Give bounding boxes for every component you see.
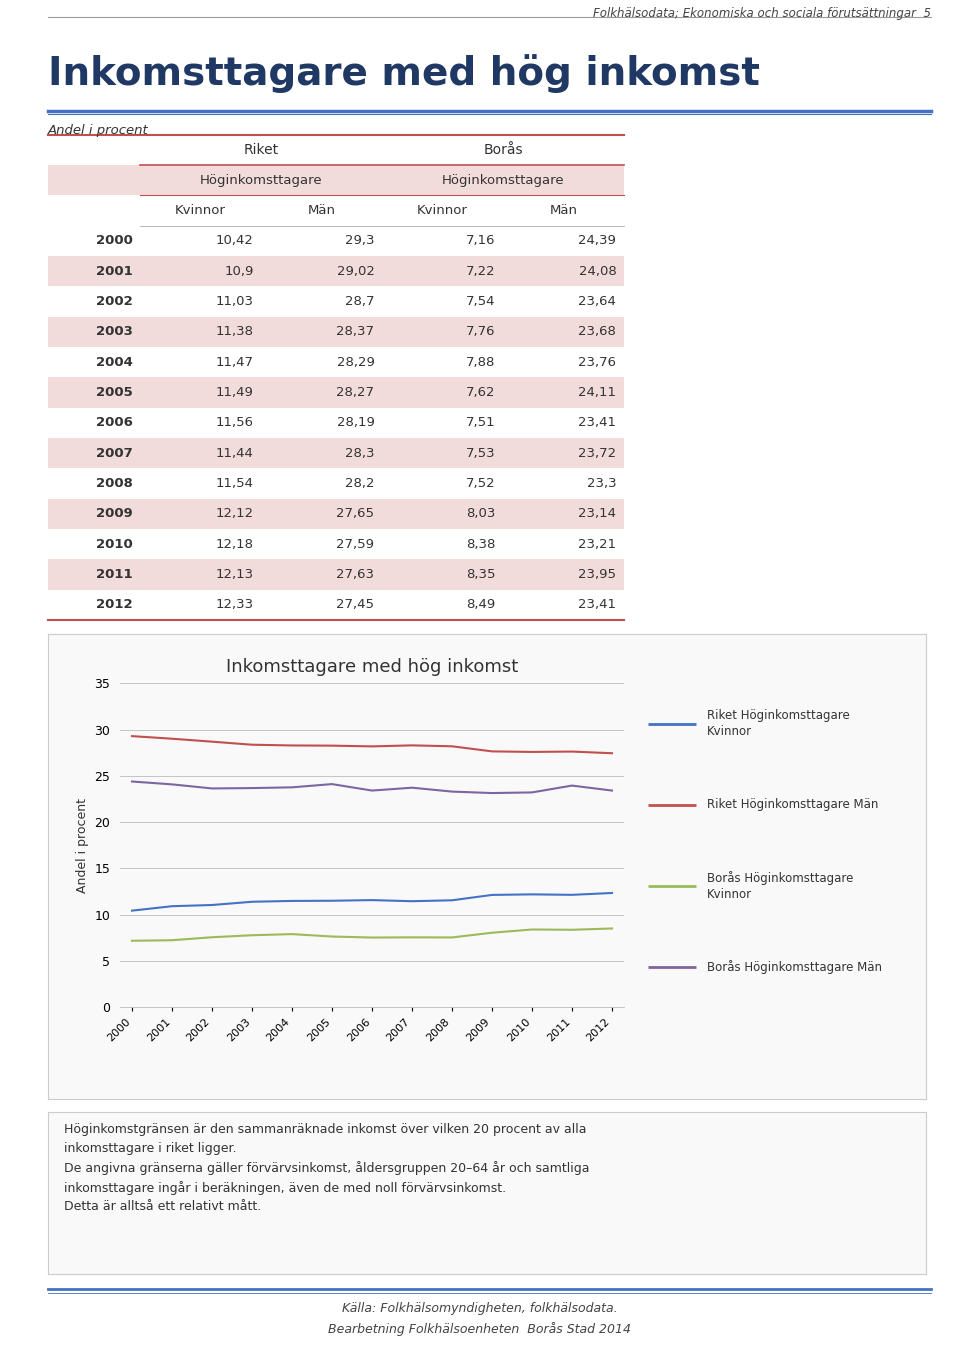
Text: 2005: 2005 — [96, 386, 132, 399]
Text: 8,49: 8,49 — [467, 599, 495, 612]
Text: 27,45: 27,45 — [336, 599, 374, 612]
Text: 28,7: 28,7 — [345, 295, 374, 309]
Text: 28,29: 28,29 — [337, 356, 374, 369]
Text: 2006: 2006 — [96, 417, 132, 430]
Text: 2004: 2004 — [96, 356, 132, 369]
Text: Borås: Borås — [483, 143, 523, 156]
Text: 7,51: 7,51 — [466, 417, 495, 430]
Text: 23,41: 23,41 — [578, 417, 616, 430]
Text: 2011: 2011 — [96, 568, 132, 581]
Text: 23,68: 23,68 — [579, 325, 616, 338]
Text: 12,13: 12,13 — [215, 568, 253, 581]
Text: Höginkomsttagare: Höginkomsttagare — [442, 174, 564, 187]
Text: 23,95: 23,95 — [578, 568, 616, 581]
Text: 2001: 2001 — [96, 264, 132, 278]
Text: Inkomsttagare med hög inkomst: Inkomsttagare med hög inkomst — [226, 658, 518, 675]
Text: 24,39: 24,39 — [579, 235, 616, 248]
Text: 28,2: 28,2 — [345, 477, 374, 491]
Text: 2002: 2002 — [96, 295, 132, 309]
Text: 7,16: 7,16 — [466, 235, 495, 248]
Text: Källa: Folkhälsomyndigheten, folkhälsodata.
Bearbetning Folkhälsoenheten  Borås : Källa: Folkhälsomyndigheten, folkhälsoda… — [328, 1302, 632, 1336]
Text: Män: Män — [549, 204, 578, 217]
Text: 7,22: 7,22 — [466, 264, 495, 278]
Text: 23,72: 23,72 — [578, 446, 616, 460]
Text: 2007: 2007 — [96, 446, 132, 460]
Text: 23,3: 23,3 — [587, 477, 616, 491]
Text: 2008: 2008 — [96, 477, 132, 491]
Text: 11,54: 11,54 — [215, 477, 253, 491]
Text: 27,65: 27,65 — [336, 507, 374, 520]
Text: 2000: 2000 — [96, 235, 132, 248]
Text: 7,52: 7,52 — [466, 477, 495, 491]
Text: 11,49: 11,49 — [216, 386, 253, 399]
Text: 7,76: 7,76 — [466, 325, 495, 338]
Text: 29,3: 29,3 — [345, 235, 374, 248]
Text: 24,08: 24,08 — [579, 264, 616, 278]
Text: 11,44: 11,44 — [216, 446, 253, 460]
Text: 12,33: 12,33 — [215, 599, 253, 612]
Text: 28,27: 28,27 — [336, 386, 374, 399]
Text: 24,11: 24,11 — [578, 386, 616, 399]
Text: Kvinnor: Kvinnor — [418, 204, 468, 217]
Text: 23,41: 23,41 — [578, 599, 616, 612]
Text: 27,63: 27,63 — [336, 568, 374, 581]
Text: 27,59: 27,59 — [336, 538, 374, 551]
Y-axis label: Andel i procent: Andel i procent — [76, 798, 89, 892]
Text: Kvinnor: Kvinnor — [176, 204, 226, 217]
Text: Borås Höginkomsttagare Män: Borås Höginkomsttagare Män — [708, 960, 882, 973]
Text: 28,37: 28,37 — [336, 325, 374, 338]
Text: 29,02: 29,02 — [337, 264, 374, 278]
Text: 28,19: 28,19 — [337, 417, 374, 430]
Text: Borås Höginkomsttagare
Kvinnor: Borås Höginkomsttagare Kvinnor — [708, 871, 853, 900]
Text: 10,9: 10,9 — [224, 264, 253, 278]
Text: 7,54: 7,54 — [466, 295, 495, 309]
Text: 11,56: 11,56 — [215, 417, 253, 430]
Text: Män: Män — [307, 204, 336, 217]
Text: Andel i procent: Andel i procent — [48, 124, 149, 137]
Text: Höginkomsttagare: Höginkomsttagare — [200, 174, 323, 187]
Text: 23,76: 23,76 — [578, 356, 616, 369]
Text: 23,21: 23,21 — [578, 538, 616, 551]
Text: 2003: 2003 — [96, 325, 132, 338]
Text: Folkhälsodata; Ekonomiska och sociala förutsättningar  5: Folkhälsodata; Ekonomiska och sociala fö… — [593, 7, 931, 20]
Text: 8,03: 8,03 — [466, 507, 495, 520]
Text: 2010: 2010 — [96, 538, 132, 551]
Text: 7,62: 7,62 — [466, 386, 495, 399]
Text: Riket Höginkomsttagare Män: Riket Höginkomsttagare Män — [708, 798, 878, 811]
Text: 2012: 2012 — [96, 599, 132, 612]
Text: 2009: 2009 — [96, 507, 132, 520]
Text: Riket: Riket — [244, 143, 278, 156]
Text: Riket Höginkomsttagare
Kvinnor: Riket Höginkomsttagare Kvinnor — [708, 709, 850, 739]
Text: 23,64: 23,64 — [579, 295, 616, 309]
Text: 7,53: 7,53 — [466, 446, 495, 460]
Text: 10,42: 10,42 — [216, 235, 253, 248]
Text: 11,03: 11,03 — [215, 295, 253, 309]
Text: 7,88: 7,88 — [466, 356, 495, 369]
Text: Höginkomstgränsen är den sammanräknade inkomst över vilken 20 procent av alla
in: Höginkomstgränsen är den sammanräknade i… — [63, 1123, 589, 1213]
Text: 23,14: 23,14 — [578, 507, 616, 520]
Text: 12,18: 12,18 — [215, 538, 253, 551]
Text: 12,12: 12,12 — [215, 507, 253, 520]
Text: 28,3: 28,3 — [345, 446, 374, 460]
Text: Inkomsttagare med hög inkomst: Inkomsttagare med hög inkomst — [48, 54, 760, 93]
Text: 11,38: 11,38 — [215, 325, 253, 338]
Text: 11,47: 11,47 — [215, 356, 253, 369]
Text: 8,35: 8,35 — [466, 568, 495, 581]
Text: 8,38: 8,38 — [466, 538, 495, 551]
